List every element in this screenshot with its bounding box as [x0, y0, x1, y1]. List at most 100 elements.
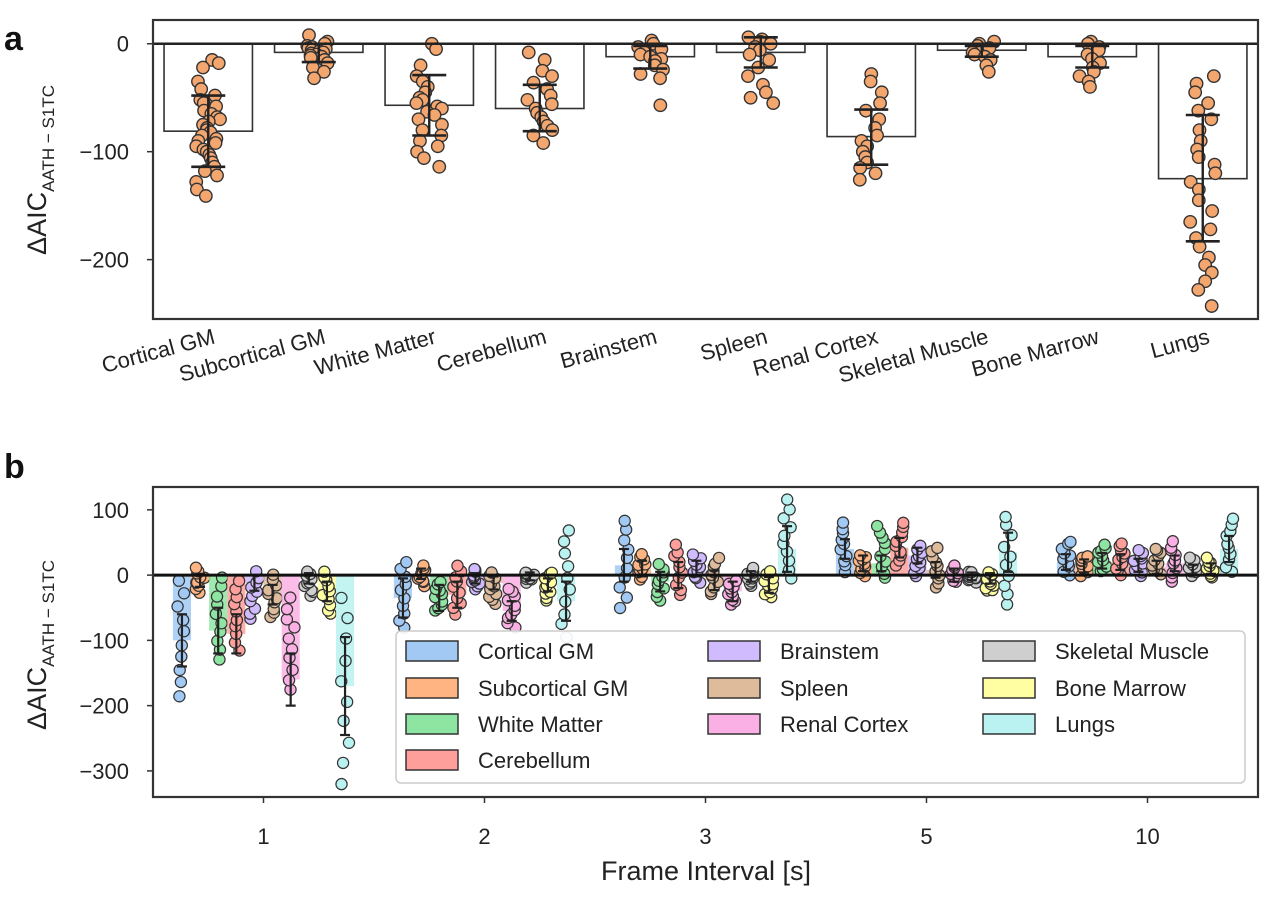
point-brainstem-10 — [1132, 543, 1145, 557]
point-cortical-gm-3 — [620, 591, 634, 604]
point-cortical-gm — [211, 56, 226, 71]
point-renal-cortex-1 — [286, 663, 299, 677]
point-skeletal-muscle-10 — [1183, 551, 1197, 564]
legend-swatch-bone-marrow — [982, 677, 1036, 699]
point-cortical-gm-1 — [176, 613, 190, 627]
point-cerebellum — [544, 97, 559, 112]
point-renal-cortex-1 — [284, 591, 297, 604]
point-bone-marrow — [1083, 80, 1097, 94]
point-cortical-gm-1 — [177, 587, 191, 600]
x-tick-label-white-matter: White Matter — [312, 324, 439, 380]
point-white-matter — [409, 96, 424, 111]
panel-a-ylabel-main: ΔAIC — [22, 192, 52, 255]
plot-frame — [151, 485, 1260, 799]
point-subcortical-gm — [317, 64, 331, 79]
point-white-matter — [417, 151, 431, 166]
point-spleen — [742, 47, 757, 62]
point-bone-marrow-10 — [1200, 551, 1214, 564]
point-lungs — [1188, 85, 1203, 100]
y-tick-label: −200 — [79, 248, 129, 273]
legend-swatch-cerebellum — [405, 749, 459, 771]
panel-a-ylabel-sub: AATH − S1TC — [39, 85, 58, 192]
point-renal-cortex-10 — [1166, 535, 1179, 548]
point-cerebellum — [536, 136, 551, 150]
point-lungs-1 — [340, 695, 354, 709]
x-tick-label-cerebellum: Cerebellum — [434, 324, 549, 377]
point-renal-cortex — [873, 96, 887, 111]
point-renal-cortex — [863, 74, 878, 89]
legend-label-bone-marrow: Bone Marrow — [1055, 676, 1186, 701]
x-tick-label-bone-marrow: Bone Marrow — [969, 324, 1102, 382]
point-spleen — [766, 96, 781, 111]
y-tick-label: 0 — [117, 563, 129, 588]
point-lungs-2 — [558, 547, 572, 560]
point-spleen — [762, 53, 777, 67]
point-lungs-10 — [1226, 512, 1240, 525]
panel-b-ylabel-main: ΔAIC — [22, 667, 52, 730]
point-cerebellum — [521, 45, 536, 60]
y-tick-label: 100 — [92, 498, 129, 523]
legend-item-brainstem: Brainstem — [707, 639, 879, 664]
point-lungs-3 — [780, 493, 794, 506]
legend-swatch-renal-cortex — [707, 713, 761, 735]
point-spleen — [741, 69, 755, 84]
legend-swatch-subcortical-gm — [405, 677, 459, 699]
point-brainstem-3 — [686, 548, 700, 561]
point-lungs-1 — [337, 714, 350, 728]
point-bone-marrow-2 — [545, 566, 558, 580]
point-cortical-gm — [210, 168, 224, 183]
legend-swatch-spleen — [707, 677, 761, 699]
y-tick-label: −300 — [79, 759, 129, 784]
y-tick-label: −200 — [79, 694, 129, 719]
plot-frame — [151, 18, 1260, 321]
point-spleen-5 — [931, 541, 944, 555]
x-tick-label-brainstem: Brainstem — [557, 324, 659, 374]
point-lungs — [1208, 166, 1223, 181]
legend-label-subcortical-gm: Subcortical GM — [478, 676, 628, 701]
legend-label-spleen: Spleen — [780, 676, 849, 701]
point-cortical-gm — [198, 189, 213, 203]
point-cerebellum-1 — [232, 574, 246, 588]
point-spleen-10 — [1149, 542, 1162, 556]
point-white-matter-1 — [210, 590, 224, 603]
point-subcortical-gm-1 — [189, 561, 203, 574]
point-subcortical-gm — [307, 71, 321, 86]
point-lungs-3 — [777, 512, 790, 525]
point-cerebellum-5 — [897, 516, 910, 530]
y-tick-label: −100 — [79, 628, 129, 653]
point-cortical-gm — [213, 112, 227, 127]
legend-item-renal-cortex: Renal Cortex — [707, 712, 908, 737]
legend-box — [395, 630, 1246, 784]
point-renal-cortex — [870, 128, 884, 143]
point-cortical-gm-1 — [177, 625, 191, 638]
point-cortical-gm-3 — [618, 534, 631, 547]
point-white-matter-10 — [1098, 538, 1111, 551]
x-tick-label-5: 5 — [920, 824, 932, 849]
point-lungs-1 — [342, 736, 356, 749]
panel-a-ylabel: ΔAICAATH − S1TC — [22, 85, 58, 255]
point-cerebellum-3 — [669, 538, 683, 551]
point-lungs — [1205, 204, 1220, 218]
point-lungs — [1206, 69, 1221, 84]
legend-item-bone-marrow: Bone Marrow — [982, 676, 1186, 701]
point-spleen — [759, 85, 773, 100]
point-subcortical-gm-3 — [635, 548, 648, 561]
point-spleen — [743, 90, 758, 105]
legend-swatch-skeletal-muscle — [982, 640, 1036, 662]
point-lungs-1 — [335, 591, 348, 605]
legend-label-skeletal-muscle: Skeletal Muscle — [1055, 639, 1209, 664]
point-brainstem — [653, 71, 667, 86]
panel-b-xlabel: Frame Interval [s] — [601, 856, 811, 886]
legend-label-cortical-gm: Cortical GM — [478, 639, 594, 664]
y-tick-label: −100 — [79, 140, 129, 165]
legend-label-lungs: Lungs — [1055, 712, 1115, 737]
point-lungs-2 — [558, 608, 571, 621]
x-tick-label-lungs: Lungs — [1148, 324, 1212, 364]
legend-label-renal-cortex: Renal Cortex — [780, 712, 908, 737]
point-cerebellum — [520, 92, 535, 107]
point-lungs — [1201, 96, 1216, 111]
point-white-matter — [430, 139, 445, 154]
point-cerebellum-2 — [451, 559, 464, 572]
